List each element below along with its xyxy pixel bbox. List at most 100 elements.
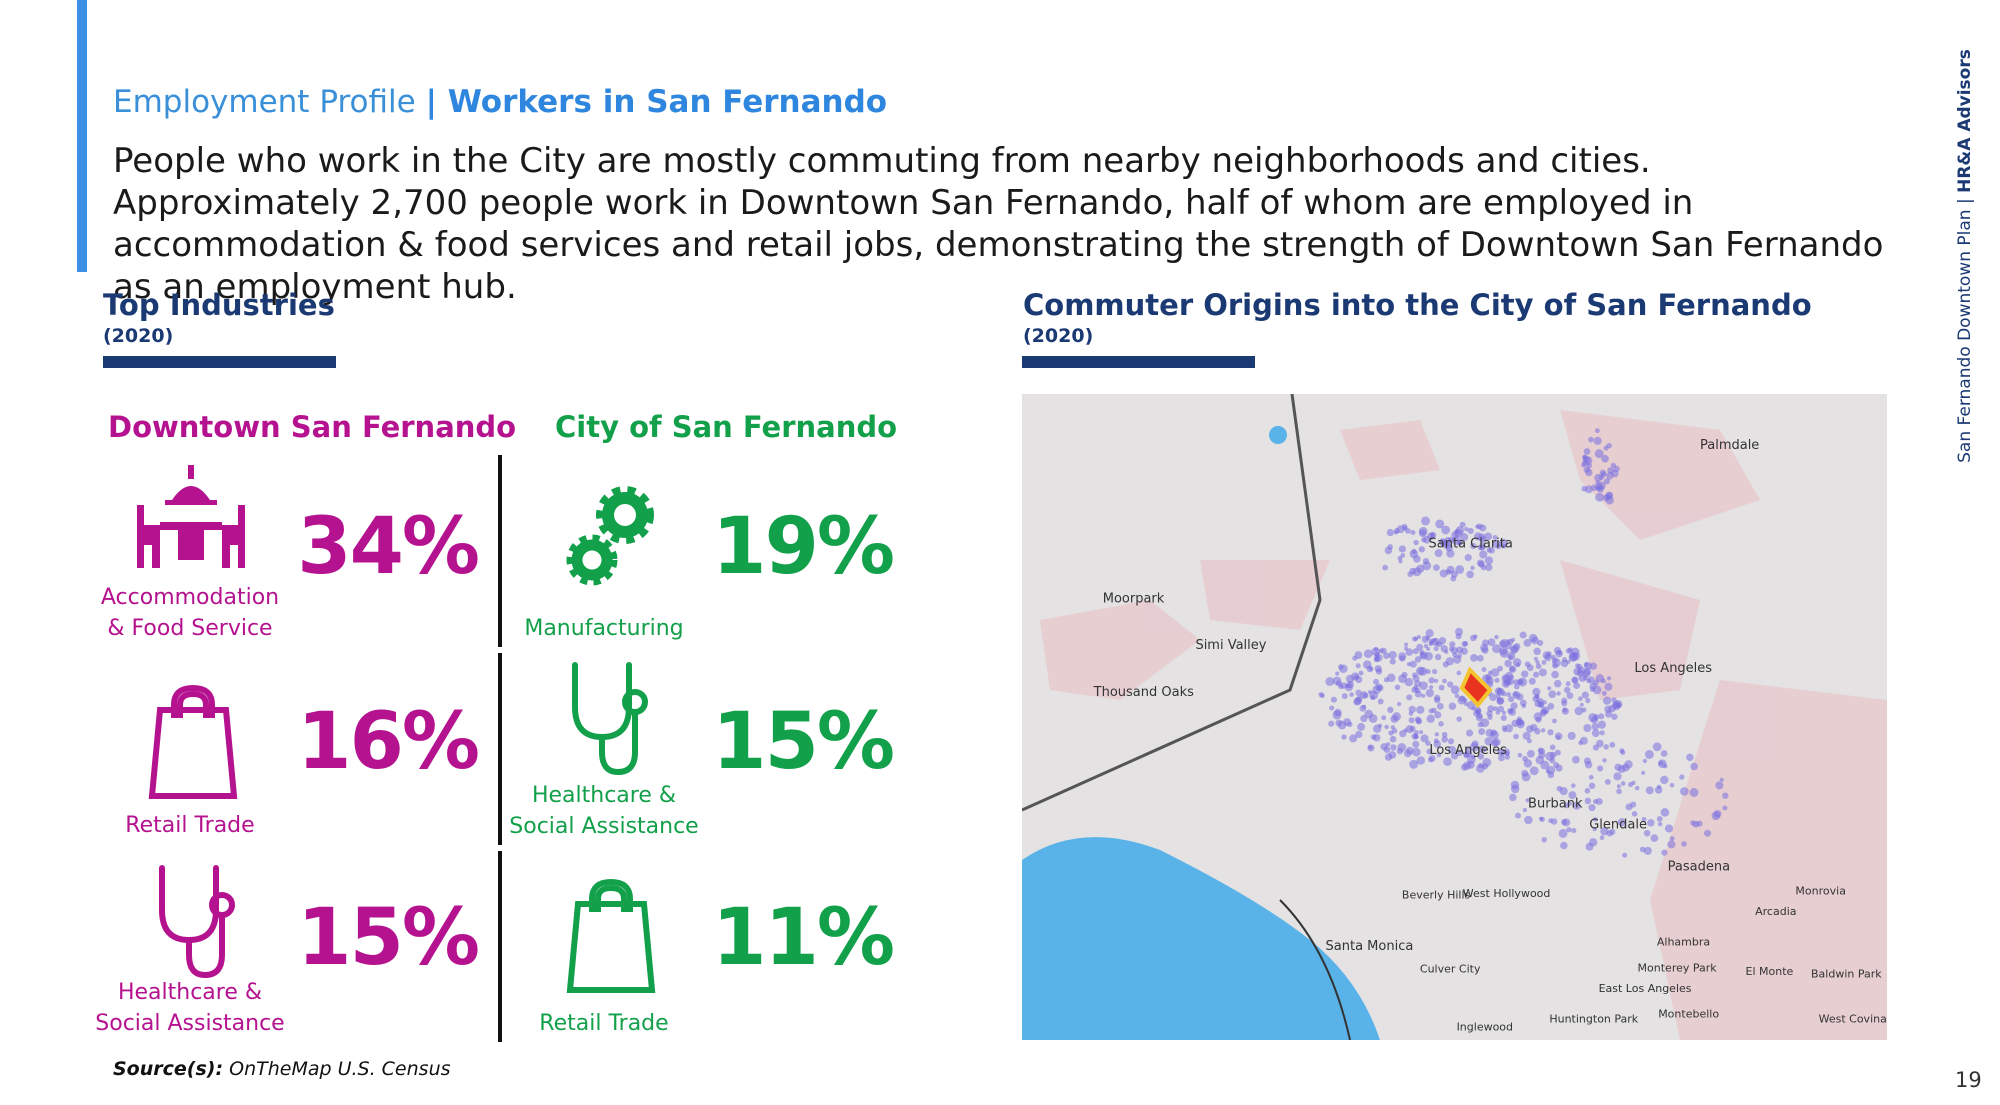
origin-dot	[1441, 525, 1451, 535]
heading: Commuter Origins into the City of San Fe…	[1023, 288, 1812, 322]
origin-dot	[1389, 658, 1396, 665]
origin-dot	[1513, 679, 1519, 685]
origin-dot	[1533, 671, 1540, 678]
origin-dot	[1355, 689, 1362, 697]
origin-dot	[1419, 652, 1426, 659]
origin-dot	[1667, 840, 1676, 849]
origin-dot	[1487, 638, 1496, 647]
origin-dot	[1341, 734, 1347, 740]
map-label: Baldwin Park	[1811, 968, 1882, 981]
origin-dot	[1362, 692, 1369, 699]
origin-dot	[1499, 538, 1508, 548]
origin-dot	[1384, 724, 1389, 730]
origin-dot	[1592, 798, 1598, 804]
origin-dot	[1535, 659, 1540, 665]
origin-dot	[1390, 744, 1397, 751]
origin-dot	[1546, 651, 1552, 657]
origin-dot	[1447, 681, 1454, 688]
origin-dot	[1397, 555, 1403, 561]
origin-dot	[1690, 762, 1698, 771]
origin-dot	[1465, 746, 1471, 752]
icon-restaurant	[137, 465, 245, 568]
origin-dot	[1406, 694, 1413, 701]
origin-dot	[1554, 732, 1563, 741]
origin-dot	[1454, 693, 1460, 699]
origin-dot	[1386, 673, 1396, 683]
origin-dot	[1434, 711, 1442, 719]
origin-dot	[1704, 829, 1712, 837]
origin-dot	[1389, 735, 1397, 743]
origin-dot	[1550, 654, 1556, 660]
origin-dot	[1515, 662, 1521, 668]
origin-dot	[1413, 539, 1419, 546]
origin-dot	[1605, 710, 1613, 718]
map-label: Simi Valley	[1195, 638, 1266, 653]
origin-dot	[1461, 640, 1468, 647]
origin-dot	[1498, 754, 1505, 762]
map: Palmdale Santa Clarita Moorpark Simi Valley…	[1022, 394, 1887, 1040]
origin-dot	[1383, 652, 1390, 660]
origin-dot	[1573, 682, 1581, 690]
origin-dot	[1602, 758, 1607, 763]
origin-dot	[1523, 638, 1532, 647]
origin-dot	[1519, 699, 1527, 707]
origin-dot	[1466, 729, 1474, 737]
origin-dot	[1561, 697, 1568, 704]
origin-dot	[1467, 527, 1474, 535]
origin-dot	[1599, 469, 1606, 476]
origin-dot	[1602, 696, 1612, 705]
origin-dot	[1541, 660, 1547, 665]
page-number: 19	[1955, 1068, 1982, 1092]
origin-dot	[1420, 734, 1429, 743]
origin-dot	[1503, 675, 1509, 681]
origin-dot	[1504, 659, 1512, 668]
origin-dot	[1410, 529, 1416, 536]
origin-dot	[1418, 526, 1428, 536]
origin-dot	[1522, 731, 1531, 740]
origin-dot	[1423, 643, 1429, 649]
origin-dot	[1412, 740, 1420, 748]
origin-dot	[1387, 706, 1394, 714]
origin-dot	[1598, 713, 1605, 720]
origin-dot	[1552, 658, 1561, 668]
origin-dot	[1448, 702, 1457, 710]
origin-dot	[1419, 729, 1424, 735]
origin-dot	[1641, 770, 1646, 775]
origin-dot	[1426, 714, 1435, 723]
origin-dot	[1478, 745, 1487, 754]
origin-dot	[1396, 701, 1402, 707]
origin-dot	[1606, 472, 1614, 480]
industry-label: Healthcare & Social Assistance	[474, 780, 734, 842]
origin-dot	[1450, 685, 1460, 695]
origin-dot	[1421, 693, 1426, 698]
origin-dot	[1367, 744, 1375, 752]
industry-label: Manufacturing	[474, 613, 734, 644]
origin-dot	[1533, 647, 1541, 656]
origin-dot	[1418, 546, 1425, 553]
origin-dot	[1496, 544, 1502, 550]
origin-dot	[1471, 740, 1479, 748]
origin-dot	[1428, 756, 1434, 763]
origin-dot	[1588, 713, 1598, 723]
origin-dot	[1517, 678, 1524, 685]
origin-dot	[1597, 765, 1604, 772]
map-label: Huntington Park	[1549, 1013, 1638, 1026]
origin-dot	[1520, 670, 1529, 678]
label-line: Accommodation	[100, 585, 280, 610]
origin-dot	[1513, 733, 1519, 740]
origin-dot	[1426, 748, 1433, 755]
origin-dot	[1538, 668, 1547, 677]
origin-dot	[1588, 782, 1596, 790]
origin-dot	[1583, 466, 1591, 473]
origin-dot	[1466, 570, 1474, 579]
percent: 34%	[297, 502, 480, 592]
origin-dot	[1631, 811, 1638, 817]
origin-dot	[1548, 818, 1553, 823]
origin-dot	[1443, 541, 1449, 547]
map-label: West Covina	[1819, 1013, 1887, 1026]
origin-dot	[1657, 821, 1663, 827]
origin-dot	[1456, 750, 1463, 757]
origin-dot	[1372, 733, 1381, 742]
origin-dot	[1396, 747, 1404, 755]
origin-dot	[1547, 771, 1555, 779]
